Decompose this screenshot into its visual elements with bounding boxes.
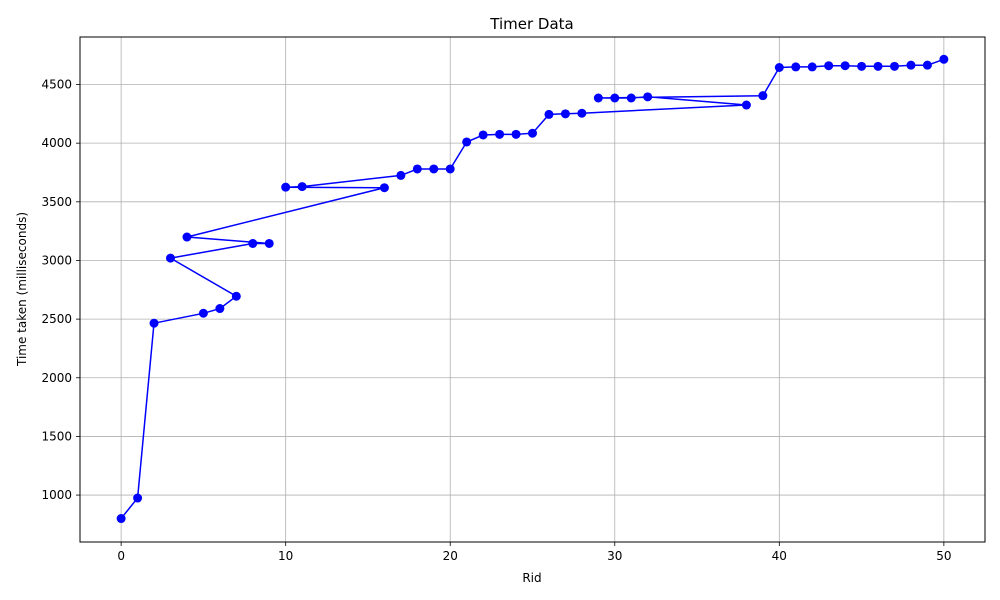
data-point — [149, 318, 159, 328]
data-point — [857, 61, 867, 71]
data-point — [182, 232, 192, 242]
y-tick-label: 1500 — [41, 429, 72, 443]
x-tick-label: 10 — [278, 549, 293, 563]
data-point — [297, 182, 307, 192]
data-point — [610, 93, 620, 103]
y-tick-label: 4500 — [41, 78, 72, 92]
data-point — [840, 61, 850, 71]
chart-title: Timer Data — [489, 15, 573, 33]
data-point — [906, 60, 916, 70]
data-point — [643, 92, 653, 102]
data-point — [412, 164, 422, 174]
data-point — [511, 129, 521, 139]
data-point — [215, 304, 225, 314]
data-point — [281, 182, 291, 192]
plot-area-frame — [79, 36, 986, 543]
grid-lines — [80, 37, 985, 542]
data-point — [198, 308, 208, 318]
data-point — [626, 93, 636, 103]
data-point — [922, 60, 932, 70]
data-point — [116, 514, 126, 524]
data-point — [396, 170, 406, 180]
data-point — [560, 109, 570, 119]
data-point — [478, 130, 488, 140]
x-tick-label: 30 — [607, 549, 622, 563]
y-tick-label: 3500 — [41, 195, 72, 209]
x-tick-label: 40 — [772, 549, 787, 563]
y-axis-label: Time taken (milliseconds) — [15, 212, 29, 367]
data-point — [133, 493, 143, 503]
y-tick-label: 3000 — [41, 253, 72, 267]
y-tick-label: 4000 — [41, 136, 72, 150]
data-point — [231, 291, 241, 301]
data-point — [248, 238, 258, 248]
data-point — [166, 253, 175, 263]
data-point — [791, 62, 801, 72]
y-tick-label: 2000 — [41, 371, 72, 385]
x-axis-label: Rid — [522, 571, 541, 585]
data-point — [577, 108, 587, 118]
data-point — [824, 61, 834, 71]
data-point — [495, 129, 505, 139]
data-point — [445, 164, 455, 174]
x-axis: 0 10 20 30 40 50 — [117, 542, 952, 563]
data-point — [429, 164, 439, 174]
data-point — [593, 93, 603, 103]
data-point — [379, 183, 389, 193]
data-point — [528, 128, 537, 138]
data-series — [116, 54, 949, 524]
data-point — [758, 91, 768, 101]
y-tick-label: 2500 — [41, 312, 72, 326]
y-tick-label: 1000 — [41, 488, 72, 502]
data-point — [462, 137, 472, 147]
data-point — [939, 54, 949, 64]
data-point — [890, 61, 899, 71]
x-tick-label: 20 — [443, 549, 458, 563]
data-point — [807, 62, 817, 72]
data-point — [774, 62, 784, 72]
data-point — [264, 238, 274, 248]
data-point — [544, 109, 554, 119]
x-tick-label: 50 — [936, 549, 951, 563]
x-tick-label: 0 — [117, 549, 125, 563]
data-point — [873, 61, 883, 71]
data-point — [741, 100, 751, 110]
y-axis: 1000 1500 2000 2500 3000 3500 4000 4500 — [41, 78, 80, 502]
